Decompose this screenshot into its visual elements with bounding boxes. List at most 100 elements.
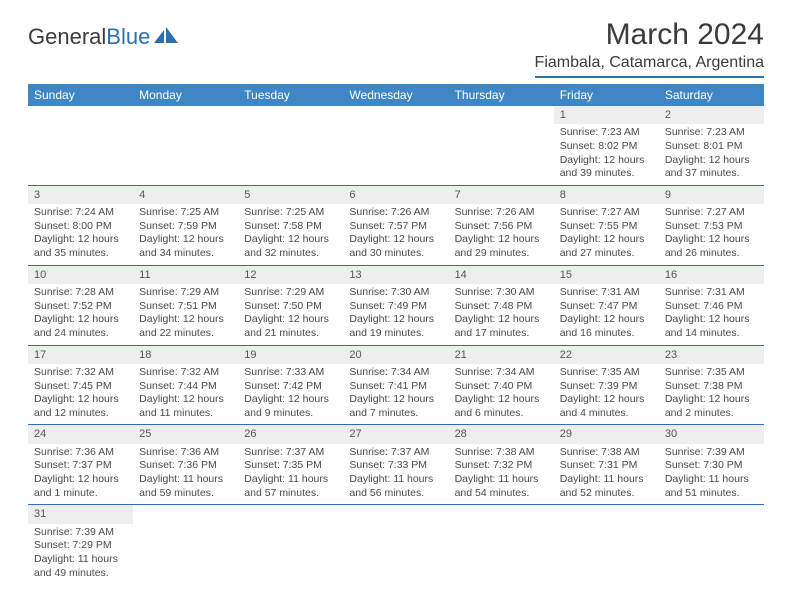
day-number: 3: [28, 186, 133, 204]
calendar-day-cell: 14Sunrise: 7:30 AMSunset: 7:48 PMDayligh…: [449, 265, 554, 345]
day-number: 7: [449, 186, 554, 204]
calendar-day-cell: 27Sunrise: 7:37 AMSunset: 7:33 PMDayligh…: [343, 425, 448, 505]
day-number: 22: [554, 346, 659, 364]
calendar-table: SundayMondayTuesdayWednesdayThursdayFrid…: [28, 84, 764, 584]
day-number: 17: [28, 346, 133, 364]
day-details: Sunrise: 7:29 AMSunset: 7:51 PMDaylight:…: [133, 284, 238, 345]
calendar-day-cell: 15Sunrise: 7:31 AMSunset: 7:47 PMDayligh…: [554, 265, 659, 345]
calendar-day-cell: 10Sunrise: 7:28 AMSunset: 7:52 PMDayligh…: [28, 265, 133, 345]
day-number: 15: [554, 266, 659, 284]
header: GeneralBlue March 2024 Fiambala, Catamar…: [28, 18, 764, 78]
weekday-header: Tuesday: [238, 84, 343, 106]
calendar-day-cell: 11Sunrise: 7:29 AMSunset: 7:51 PMDayligh…: [133, 265, 238, 345]
logo-sail-icon: [154, 24, 180, 50]
calendar-day-cell: 30Sunrise: 7:39 AMSunset: 7:30 PMDayligh…: [659, 425, 764, 505]
calendar-week-row: 24Sunrise: 7:36 AMSunset: 7:37 PMDayligh…: [28, 425, 764, 505]
day-details: Sunrise: 7:39 AMSunset: 7:29 PMDaylight:…: [28, 524, 133, 585]
day-details: Sunrise: 7:32 AMSunset: 7:44 PMDaylight:…: [133, 364, 238, 425]
calendar-empty-cell: [659, 505, 764, 584]
calendar-empty-cell: [238, 106, 343, 185]
day-number: 26: [238, 425, 343, 443]
weekday-header: Saturday: [659, 84, 764, 106]
day-number: 4: [133, 186, 238, 204]
calendar-day-cell: 26Sunrise: 7:37 AMSunset: 7:35 PMDayligh…: [238, 425, 343, 505]
weekday-header: Monday: [133, 84, 238, 106]
day-details: Sunrise: 7:25 AMSunset: 7:59 PMDaylight:…: [133, 204, 238, 265]
day-details: Sunrise: 7:31 AMSunset: 7:46 PMDaylight:…: [659, 284, 764, 345]
calendar-day-cell: 28Sunrise: 7:38 AMSunset: 7:32 PMDayligh…: [449, 425, 554, 505]
calendar-day-cell: 3Sunrise: 7:24 AMSunset: 8:00 PMDaylight…: [28, 185, 133, 265]
day-details: Sunrise: 7:33 AMSunset: 7:42 PMDaylight:…: [238, 364, 343, 425]
day-details: Sunrise: 7:35 AMSunset: 7:38 PMDaylight:…: [659, 364, 764, 425]
day-number: 5: [238, 186, 343, 204]
day-details: Sunrise: 7:25 AMSunset: 7:58 PMDaylight:…: [238, 204, 343, 265]
location-text: Fiambala, Catamarca, Argentina: [535, 54, 764, 78]
calendar-empty-cell: [449, 106, 554, 185]
calendar-day-cell: 19Sunrise: 7:33 AMSunset: 7:42 PMDayligh…: [238, 345, 343, 425]
calendar-day-cell: 17Sunrise: 7:32 AMSunset: 7:45 PMDayligh…: [28, 345, 133, 425]
day-number: 1: [554, 106, 659, 124]
calendar-day-cell: 20Sunrise: 7:34 AMSunset: 7:41 PMDayligh…: [343, 345, 448, 425]
calendar-day-cell: 5Sunrise: 7:25 AMSunset: 7:58 PMDaylight…: [238, 185, 343, 265]
calendar-day-cell: 24Sunrise: 7:36 AMSunset: 7:37 PMDayligh…: [28, 425, 133, 505]
day-details: Sunrise: 7:31 AMSunset: 7:47 PMDaylight:…: [554, 284, 659, 345]
day-details: Sunrise: 7:27 AMSunset: 7:55 PMDaylight:…: [554, 204, 659, 265]
calendar-day-cell: 23Sunrise: 7:35 AMSunset: 7:38 PMDayligh…: [659, 345, 764, 425]
calendar-empty-cell: [238, 505, 343, 584]
day-number: 16: [659, 266, 764, 284]
calendar-week-row: 1Sunrise: 7:23 AMSunset: 8:02 PMDaylight…: [28, 106, 764, 185]
day-details: Sunrise: 7:27 AMSunset: 7:53 PMDaylight:…: [659, 204, 764, 265]
calendar-week-row: 31Sunrise: 7:39 AMSunset: 7:29 PMDayligh…: [28, 505, 764, 584]
calendar-day-cell: 31Sunrise: 7:39 AMSunset: 7:29 PMDayligh…: [28, 505, 133, 584]
day-number: 10: [28, 266, 133, 284]
day-number: 6: [343, 186, 448, 204]
day-number: 28: [449, 425, 554, 443]
day-details: Sunrise: 7:39 AMSunset: 7:30 PMDaylight:…: [659, 444, 764, 505]
day-number: 23: [659, 346, 764, 364]
day-number: 31: [28, 505, 133, 523]
day-details: Sunrise: 7:36 AMSunset: 7:36 PMDaylight:…: [133, 444, 238, 505]
day-details: Sunrise: 7:35 AMSunset: 7:39 PMDaylight:…: [554, 364, 659, 425]
calendar-day-cell: 8Sunrise: 7:27 AMSunset: 7:55 PMDaylight…: [554, 185, 659, 265]
day-details: Sunrise: 7:29 AMSunset: 7:50 PMDaylight:…: [238, 284, 343, 345]
day-details: Sunrise: 7:37 AMSunset: 7:33 PMDaylight:…: [343, 444, 448, 505]
day-details: Sunrise: 7:23 AMSunset: 8:02 PMDaylight:…: [554, 124, 659, 185]
logo-text-2: Blue: [106, 24, 150, 50]
calendar-day-cell: 16Sunrise: 7:31 AMSunset: 7:46 PMDayligh…: [659, 265, 764, 345]
day-details: Sunrise: 7:30 AMSunset: 7:48 PMDaylight:…: [449, 284, 554, 345]
day-number: 21: [449, 346, 554, 364]
calendar-day-cell: 21Sunrise: 7:34 AMSunset: 7:40 PMDayligh…: [449, 345, 554, 425]
logo: GeneralBlue: [28, 18, 180, 50]
calendar-day-cell: 25Sunrise: 7:36 AMSunset: 7:36 PMDayligh…: [133, 425, 238, 505]
day-number: 9: [659, 186, 764, 204]
day-details: Sunrise: 7:38 AMSunset: 7:32 PMDaylight:…: [449, 444, 554, 505]
month-title: March 2024: [535, 18, 764, 52]
logo-text-1: General: [28, 24, 106, 50]
day-number: 13: [343, 266, 448, 284]
weekday-header: Wednesday: [343, 84, 448, 106]
calendar-week-row: 3Sunrise: 7:24 AMSunset: 8:00 PMDaylight…: [28, 185, 764, 265]
calendar-day-cell: 2Sunrise: 7:23 AMSunset: 8:01 PMDaylight…: [659, 106, 764, 185]
weekday-header: Thursday: [449, 84, 554, 106]
day-details: Sunrise: 7:30 AMSunset: 7:49 PMDaylight:…: [343, 284, 448, 345]
calendar-empty-cell: [133, 106, 238, 185]
day-details: Sunrise: 7:34 AMSunset: 7:40 PMDaylight:…: [449, 364, 554, 425]
day-number: 19: [238, 346, 343, 364]
calendar-day-cell: 13Sunrise: 7:30 AMSunset: 7:49 PMDayligh…: [343, 265, 448, 345]
day-details: Sunrise: 7:34 AMSunset: 7:41 PMDaylight:…: [343, 364, 448, 425]
day-number: 27: [343, 425, 448, 443]
day-number: 2: [659, 106, 764, 124]
day-details: Sunrise: 7:28 AMSunset: 7:52 PMDaylight:…: [28, 284, 133, 345]
calendar-empty-cell: [28, 106, 133, 185]
calendar-empty-cell: [133, 505, 238, 584]
calendar-day-cell: 6Sunrise: 7:26 AMSunset: 7:57 PMDaylight…: [343, 185, 448, 265]
day-details: Sunrise: 7:23 AMSunset: 8:01 PMDaylight:…: [659, 124, 764, 185]
calendar-empty-cell: [343, 106, 448, 185]
calendar-day-cell: 1Sunrise: 7:23 AMSunset: 8:02 PMDaylight…: [554, 106, 659, 185]
calendar-day-cell: 29Sunrise: 7:38 AMSunset: 7:31 PMDayligh…: [554, 425, 659, 505]
calendar-empty-cell: [343, 505, 448, 584]
day-number: 20: [343, 346, 448, 364]
title-block: March 2024 Fiambala, Catamarca, Argentin…: [535, 18, 764, 78]
day-number: 24: [28, 425, 133, 443]
calendar-week-row: 17Sunrise: 7:32 AMSunset: 7:45 PMDayligh…: [28, 345, 764, 425]
